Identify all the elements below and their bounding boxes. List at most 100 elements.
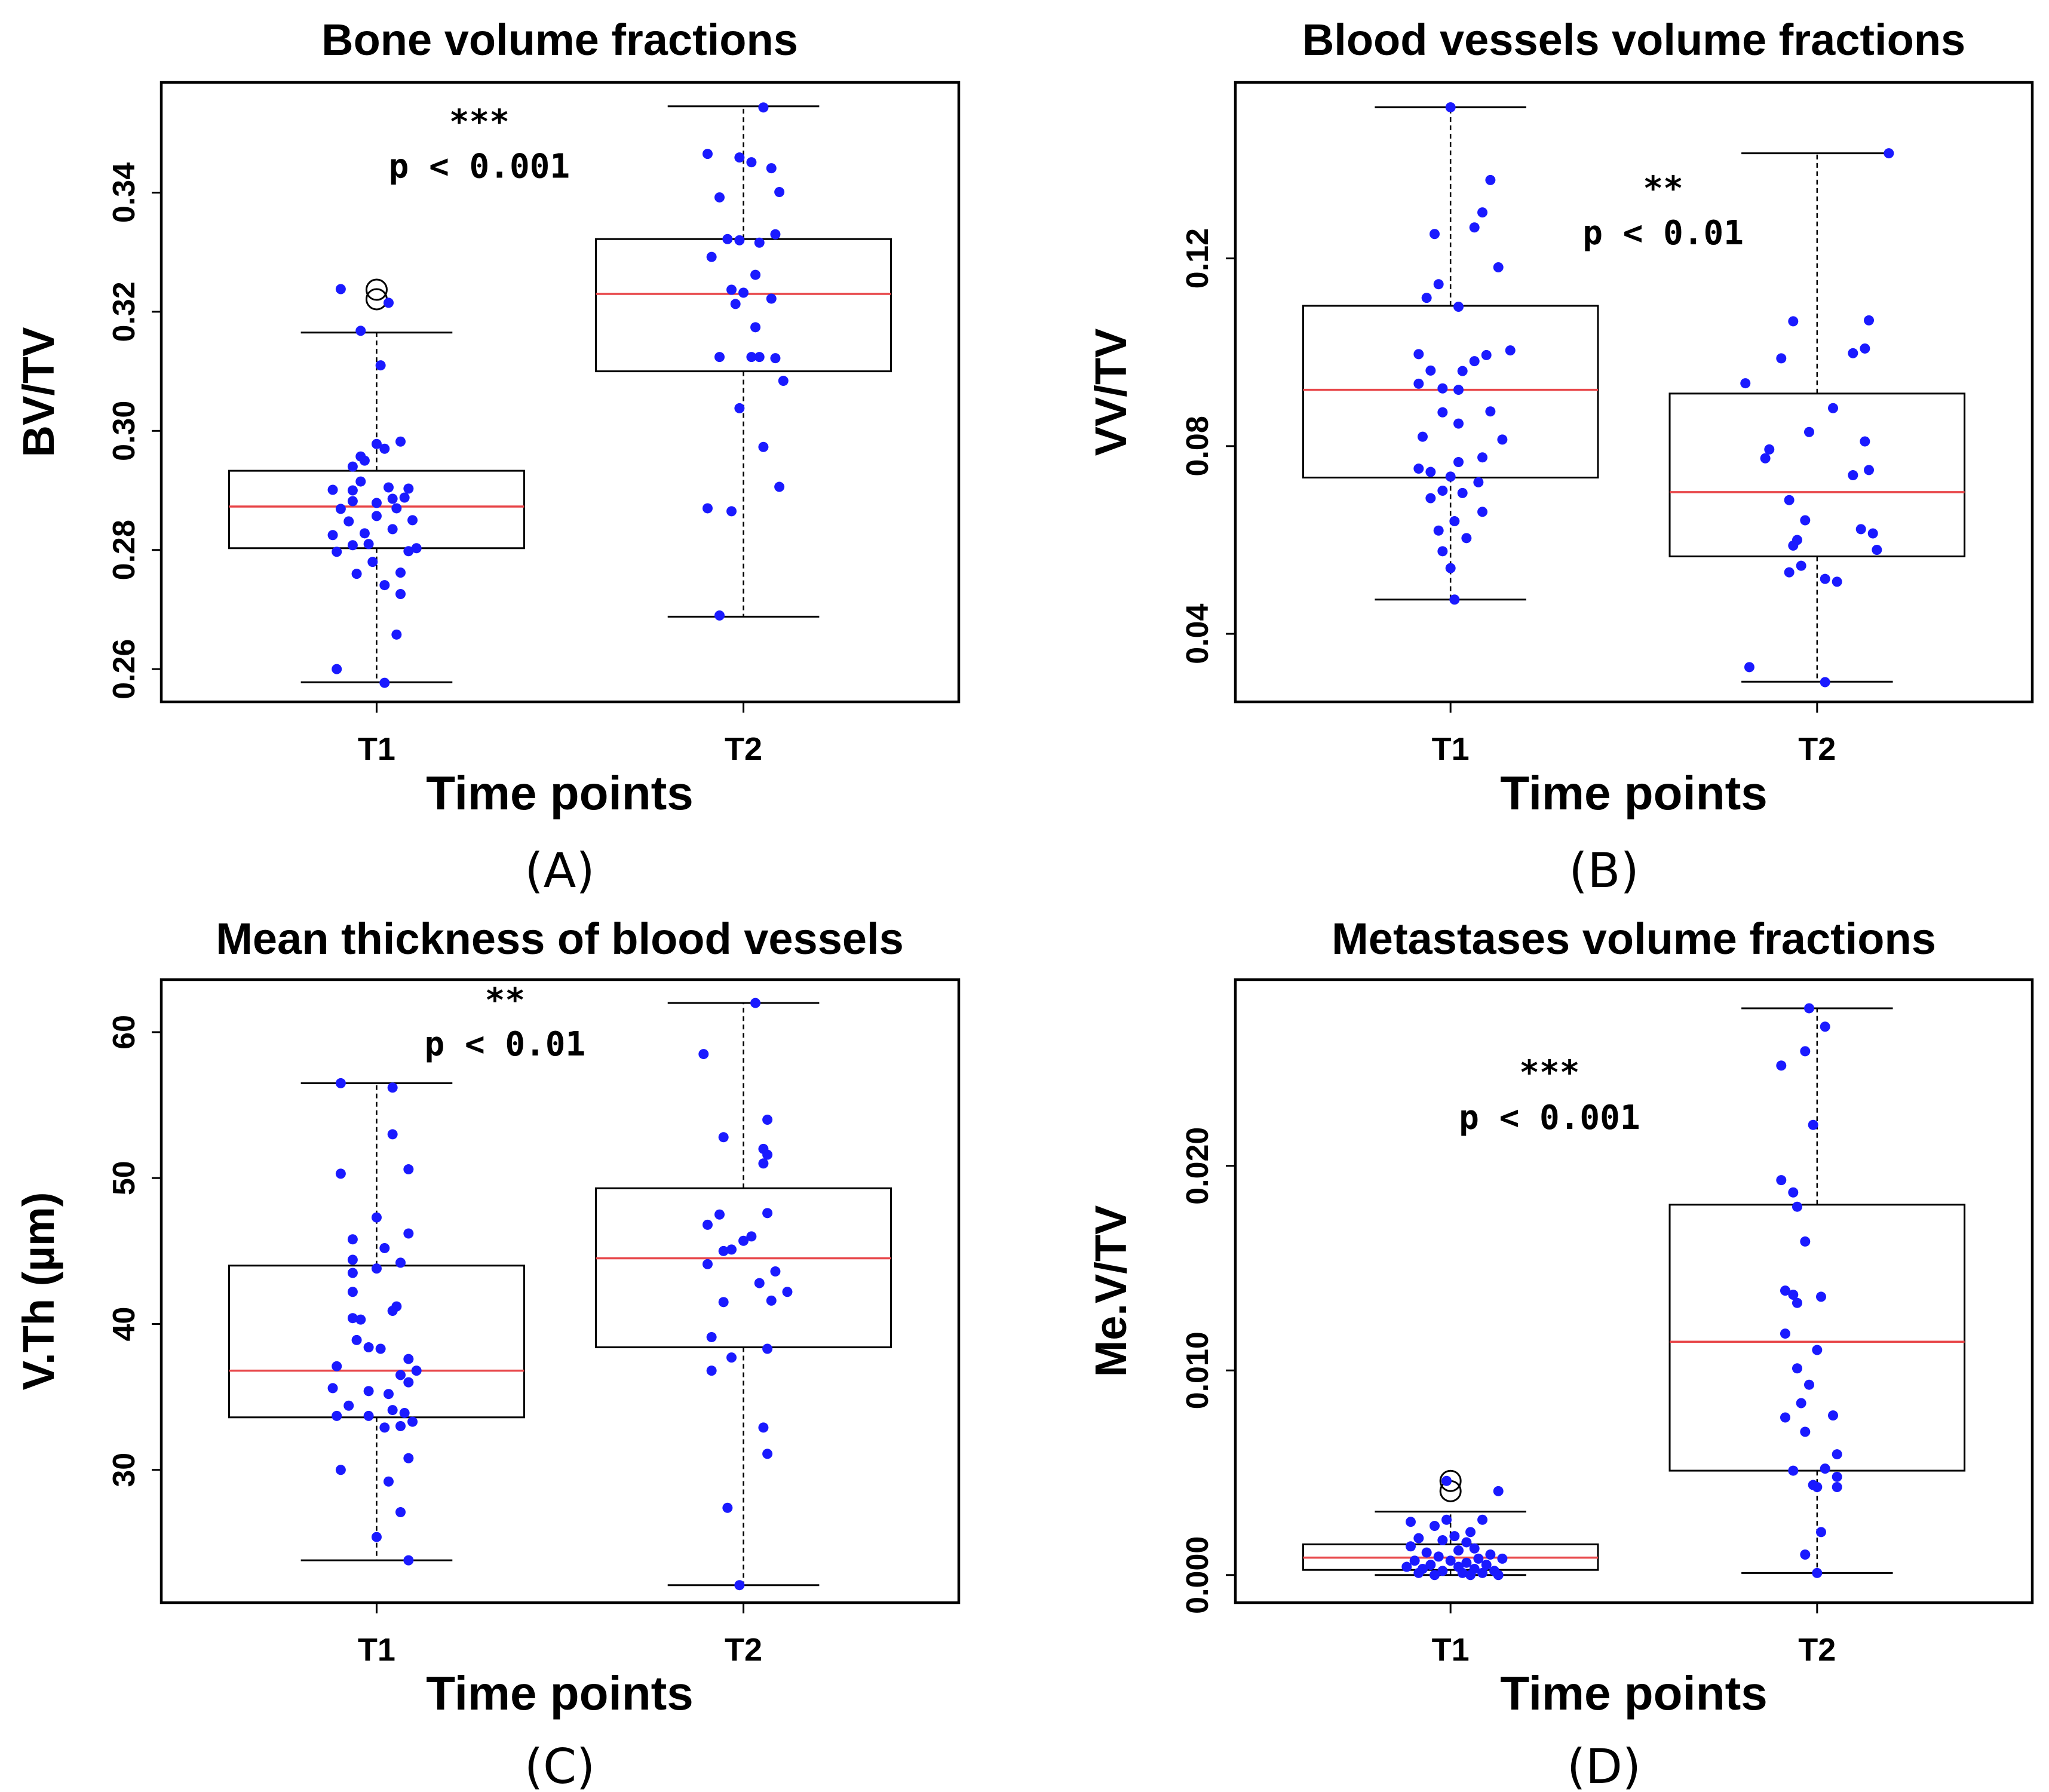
data-point xyxy=(706,1366,717,1376)
y-tick-label: 40 xyxy=(107,1307,142,1342)
data-point xyxy=(718,1132,729,1143)
data-point xyxy=(714,1209,725,1220)
x-tick-label: T2 xyxy=(1798,731,1836,767)
y-axis-label: V.Th (µm) xyxy=(14,1192,63,1391)
data-point xyxy=(1465,1570,1476,1581)
y-axis-label: BV/TV xyxy=(14,327,63,458)
data-point xyxy=(1453,1545,1464,1556)
plot-frame xyxy=(159,81,961,704)
data-point xyxy=(1784,495,1795,505)
data-point xyxy=(1800,515,1811,526)
data-point xyxy=(371,1212,382,1223)
p-value-label: p < 0.001 xyxy=(389,148,570,186)
data-point xyxy=(1820,1021,1830,1032)
box-iqr xyxy=(1668,392,1966,557)
data-point xyxy=(1792,1363,1802,1374)
x-axis-label: Time points xyxy=(426,1667,693,1720)
data-point xyxy=(1461,1537,1472,1548)
data-point xyxy=(343,516,354,527)
data-point xyxy=(351,569,362,579)
data-point xyxy=(1485,1549,1496,1560)
data-point xyxy=(387,493,398,504)
data-point xyxy=(327,484,338,495)
chart-title: Metastases volume fractions xyxy=(1332,914,1936,963)
data-point xyxy=(411,543,422,554)
data-point xyxy=(1497,1553,1508,1564)
data-point xyxy=(1485,174,1496,185)
data-point xyxy=(347,496,358,507)
data-point xyxy=(1453,302,1464,312)
data-point xyxy=(1477,1567,1488,1578)
y-tick-label: 50 xyxy=(107,1161,142,1195)
data-point xyxy=(722,234,733,244)
panel-label: (A) xyxy=(524,843,594,898)
data-point xyxy=(718,1245,729,1256)
data-point xyxy=(1441,1514,1452,1525)
box-iqr xyxy=(595,1187,892,1349)
data-point xyxy=(758,102,769,113)
box-iqr xyxy=(1302,305,1599,478)
data-point xyxy=(762,1149,773,1160)
data-point xyxy=(383,1476,394,1487)
data-point xyxy=(738,1235,749,1246)
data-point xyxy=(778,376,789,386)
data-point xyxy=(1421,1547,1432,1558)
data-point xyxy=(1441,1475,1452,1486)
data-point xyxy=(782,1287,793,1297)
data-point xyxy=(766,163,777,174)
data-point xyxy=(379,1422,390,1433)
panel-c: Mean thickness of blood vessels V.Th (µm)… xyxy=(14,914,961,1792)
data-point xyxy=(734,235,745,246)
data-point xyxy=(335,504,346,514)
data-point xyxy=(335,1465,346,1475)
p-value-label: p < 0.01 xyxy=(425,1025,586,1064)
data-point xyxy=(1453,385,1464,395)
x-tick-label: T1 xyxy=(358,1632,395,1668)
data-point xyxy=(1437,546,1448,557)
data-point xyxy=(1788,1289,1799,1300)
data-point xyxy=(1477,207,1488,218)
box-iqr xyxy=(228,1265,525,1419)
data-point xyxy=(1848,348,1858,358)
data-point xyxy=(1413,1533,1424,1544)
data-point xyxy=(1855,524,1866,535)
p-value-label: p < 0.001 xyxy=(1459,1098,1640,1137)
data-point xyxy=(714,352,725,363)
data-point xyxy=(706,251,717,262)
data-point xyxy=(411,1366,422,1376)
chart-title: Bone volume fractions xyxy=(321,15,798,65)
significance-stars: ** xyxy=(1643,169,1683,208)
data-point xyxy=(758,1158,769,1169)
data-point xyxy=(1433,279,1444,290)
data-point xyxy=(363,1386,374,1397)
data-point xyxy=(754,237,765,248)
data-point xyxy=(403,1555,414,1566)
data-point xyxy=(379,580,390,591)
chart-title: Blood vessels volume fractions xyxy=(1302,15,1965,65)
panel-label: (C) xyxy=(524,1739,595,1792)
data-point xyxy=(1800,1549,1811,1560)
data-point xyxy=(383,297,394,308)
data-point xyxy=(1457,1567,1468,1578)
data-point xyxy=(1800,1236,1811,1247)
data-point xyxy=(375,1343,386,1354)
data-point xyxy=(1413,349,1424,360)
data-point xyxy=(1867,528,1878,539)
data-point xyxy=(347,485,358,496)
data-point xyxy=(1401,1561,1412,1572)
data-point xyxy=(391,629,402,640)
data-point xyxy=(1808,1119,1818,1130)
data-point xyxy=(774,481,785,492)
data-point xyxy=(1792,1297,1802,1308)
data-point xyxy=(359,528,370,539)
data-point xyxy=(1792,1201,1802,1212)
data-point xyxy=(1505,345,1516,356)
data-point xyxy=(347,1254,358,1265)
data-point xyxy=(347,1234,358,1245)
data-point xyxy=(1788,1187,1799,1198)
data-point xyxy=(1860,343,1870,354)
data-point xyxy=(367,557,378,567)
data-point xyxy=(403,546,414,557)
outlier-marker xyxy=(1439,1469,1462,1492)
box-iqr xyxy=(228,470,525,550)
